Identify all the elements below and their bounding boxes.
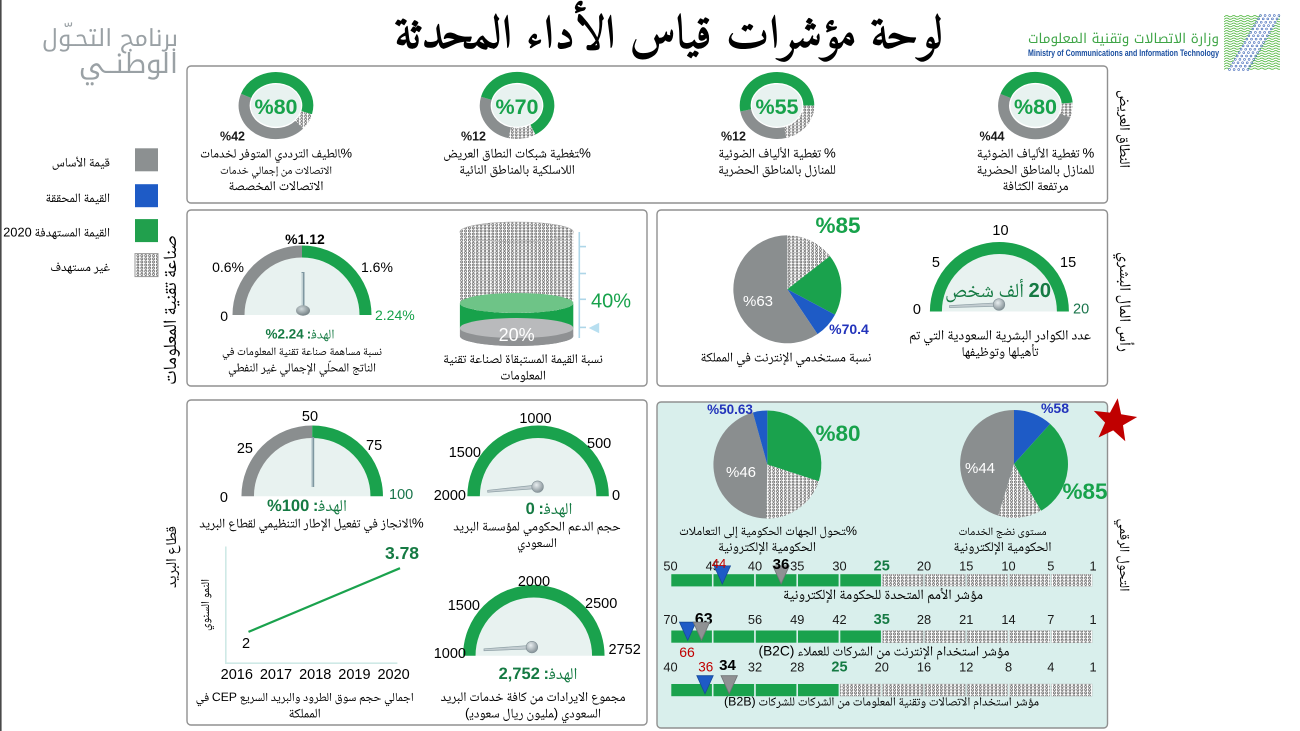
svg-text:%1.12: %1.12 [285, 231, 325, 247]
svg-text:%80: %80 [254, 95, 297, 119]
svg-text:1000: 1000 [519, 411, 551, 427]
svg-text:50: 50 [302, 409, 318, 425]
svg-text:%46: %46 [726, 464, 756, 481]
svg-text:44: 44 [712, 556, 726, 571]
svg-text:12: 12 [959, 660, 973, 675]
svg-text:1: 1 [1089, 660, 1096, 675]
svg-text:1500: 1500 [449, 445, 481, 461]
svg-text:%80: %80 [815, 421, 860, 446]
svg-text:34: 34 [719, 657, 736, 674]
svg-text:%85: %85 [815, 213, 860, 238]
svg-text:15: 15 [959, 559, 973, 574]
svg-text:40: 40 [663, 660, 677, 675]
svg-text:1500: 1500 [448, 598, 480, 614]
svg-text:21: 21 [959, 612, 973, 627]
svg-text:2: 2 [242, 636, 250, 652]
svg-text:2.24%: 2.24% [375, 307, 415, 323]
svg-text:2020: 2020 [377, 667, 409, 683]
svg-text:56: 56 [748, 612, 762, 627]
svg-text:20%: 20% [499, 325, 535, 345]
svg-text:5: 5 [1047, 559, 1054, 574]
svg-text:25: 25 [831, 660, 847, 676]
svg-text:%70.4: %70.4 [829, 321, 869, 337]
svg-text:8: 8 [1005, 660, 1012, 675]
svg-text:%85: %85 [1062, 479, 1107, 504]
svg-text:%44: %44 [979, 130, 1004, 144]
svg-text:40: 40 [748, 559, 762, 574]
svg-text:%12: %12 [721, 130, 746, 144]
svg-text:25: 25 [874, 559, 890, 575]
svg-text:1.6%: 1.6% [361, 259, 393, 275]
svg-text:2752: 2752 [609, 642, 641, 658]
svg-text:66: 66 [679, 644, 695, 660]
svg-text:2016: 2016 [221, 667, 253, 683]
svg-text:20: 20 [875, 660, 889, 675]
svg-text:100: 100 [389, 487, 413, 503]
svg-text:4: 4 [1047, 660, 1054, 675]
svg-text:28: 28 [917, 612, 931, 627]
svg-text:0: 0 [612, 488, 620, 504]
svg-text:0: 0 [913, 302, 921, 318]
svg-text:%70: %70 [495, 95, 538, 119]
svg-text:0: 0 [220, 308, 228, 324]
svg-text:0.6%: 0.6% [212, 259, 244, 275]
svg-text:32: 32 [748, 660, 762, 675]
svg-text:Ministry of Communications and: Ministry of Communications and Informati… [1028, 48, 1220, 59]
svg-text:49: 49 [790, 612, 804, 627]
svg-text:2019: 2019 [338, 667, 370, 683]
svg-text:42: 42 [832, 612, 846, 627]
svg-text:%58: %58 [1041, 400, 1069, 416]
svg-text:%80: %80 [1014, 95, 1057, 119]
svg-text:%63: %63 [743, 293, 773, 310]
svg-text:2000: 2000 [518, 574, 550, 590]
svg-text:2018: 2018 [299, 667, 331, 683]
svg-text:40%: 40% [591, 291, 631, 313]
svg-text:%55: %55 [755, 95, 798, 119]
svg-text:0: 0 [220, 490, 228, 506]
svg-text:3.78: 3.78 [385, 543, 419, 563]
svg-text:500: 500 [587, 436, 611, 452]
svg-text:75: 75 [366, 438, 382, 454]
svg-text:1000: 1000 [434, 646, 466, 662]
svg-text:1: 1 [1089, 559, 1096, 574]
svg-text:35: 35 [790, 559, 804, 574]
svg-text:50: 50 [663, 559, 677, 574]
svg-text:20: 20 [917, 559, 931, 574]
svg-text:14: 14 [1001, 612, 1015, 627]
svg-text:35: 35 [874, 612, 890, 628]
svg-text:10: 10 [992, 223, 1008, 239]
svg-text:15: 15 [1060, 255, 1076, 271]
svg-text:16: 16 [917, 660, 931, 675]
svg-text:2017: 2017 [260, 667, 292, 683]
svg-text:%50.63: %50.63 [707, 402, 753, 417]
svg-text:20: 20 [1073, 302, 1089, 318]
svg-text:28: 28 [790, 660, 804, 675]
svg-text:70: 70 [663, 612, 677, 627]
svg-text:%12: %12 [461, 130, 486, 144]
svg-text:7: 7 [1047, 612, 1054, 627]
svg-text:10: 10 [1001, 559, 1015, 574]
svg-text:30: 30 [832, 559, 846, 574]
svg-text:36: 36 [773, 556, 790, 573]
svg-text:2500: 2500 [585, 596, 617, 612]
svg-text:5: 5 [932, 255, 940, 271]
svg-text:2000: 2000 [434, 488, 466, 504]
svg-text:%44: %44 [965, 460, 995, 477]
svg-text:1: 1 [1089, 612, 1096, 627]
svg-text:%42: %42 [220, 130, 245, 144]
svg-text:36: 36 [698, 660, 713, 675]
svg-text:25: 25 [237, 441, 253, 457]
